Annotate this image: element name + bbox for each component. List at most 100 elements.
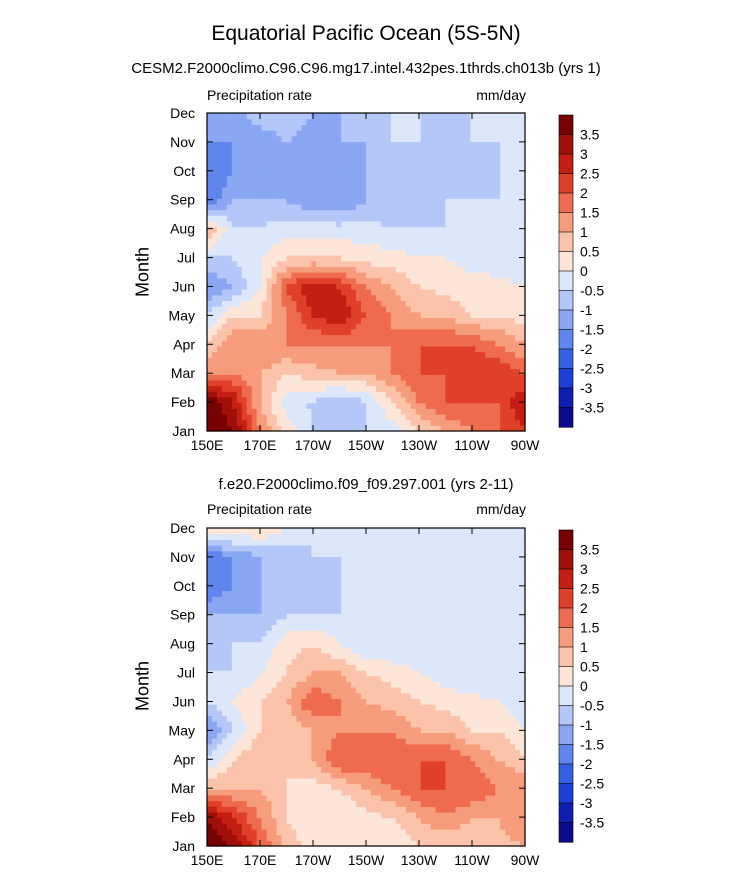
field-cell	[356, 118, 362, 125]
field-cell	[390, 237, 397, 245]
field-cell	[460, 152, 466, 160]
field-cell	[370, 425, 377, 432]
field-cell	[470, 317, 476, 324]
field-cell	[395, 215, 402, 222]
field-cell	[211, 135, 218, 142]
field-cell	[440, 260, 447, 267]
field-cell	[410, 118, 417, 125]
field-cell	[500, 743, 506, 751]
field-cell	[470, 828, 476, 836]
field-cell	[261, 135, 268, 142]
field-cell	[405, 379, 412, 387]
field-cell	[261, 789, 268, 796]
field-cell	[231, 124, 238, 131]
field-cell	[410, 260, 417, 267]
field-cell	[425, 783, 432, 790]
field-cell	[455, 232, 462, 239]
field-cell	[311, 175, 317, 182]
field-cell	[455, 732, 462, 739]
field-cell	[226, 772, 233, 779]
field-cell	[450, 408, 457, 415]
field-cell	[286, 738, 293, 745]
field-cell	[495, 783, 501, 790]
field-cell	[515, 840, 521, 847]
field-cell	[211, 209, 218, 216]
field-cell	[361, 368, 367, 375]
field-cell	[390, 362, 397, 370]
field-cell	[271, 203, 278, 211]
field-cell	[395, 209, 402, 216]
field-cell	[331, 840, 337, 847]
field-cell	[361, 328, 367, 336]
field-cell	[515, 425, 521, 432]
field-cell	[470, 794, 476, 802]
field-cell	[380, 209, 387, 216]
field-cell	[331, 141, 337, 148]
field-cell	[470, 294, 476, 301]
field-cell	[321, 300, 327, 307]
field-cell	[321, 289, 327, 296]
field-cell	[281, 192, 288, 199]
field-cell	[495, 152, 501, 160]
field-cell	[366, 362, 372, 370]
field-cell	[400, 396, 407, 404]
field-cell	[286, 374, 293, 381]
field-cell	[455, 738, 462, 745]
field-cell	[331, 766, 337, 773]
field-cell	[207, 732, 213, 739]
field-cell	[440, 732, 447, 739]
field-cell	[251, 402, 258, 409]
field-cell	[286, 135, 293, 142]
field-cell	[241, 345, 248, 353]
field-cell	[311, 118, 317, 125]
field-cell	[470, 237, 476, 245]
field-cell	[231, 425, 238, 432]
field-cell	[311, 249, 317, 256]
field-cell	[515, 283, 521, 290]
field-cell	[291, 130, 298, 137]
field-cell	[326, 726, 332, 734]
field-cell	[221, 186, 228, 194]
field-cell	[251, 425, 258, 432]
field-cell	[331, 755, 337, 762]
field-cell	[395, 186, 402, 194]
field-cell	[480, 147, 486, 154]
field-cell	[361, 226, 367, 233]
field-cell	[480, 362, 486, 370]
field-cell	[266, 130, 273, 137]
field-cell	[286, 413, 293, 421]
field-cell	[490, 794, 496, 802]
field-cell	[336, 328, 342, 336]
field-cell	[236, 118, 243, 125]
field-cell	[291, 141, 298, 148]
field-cell	[351, 164, 357, 171]
field-cell	[385, 800, 392, 807]
field-cell	[485, 124, 491, 131]
field-cell	[375, 362, 382, 370]
field-cell	[460, 158, 466, 165]
field-cell	[495, 323, 501, 330]
field-cell	[500, 124, 506, 131]
field-cell	[256, 260, 263, 267]
field-cell	[485, 806, 491, 813]
field-cell	[465, 772, 471, 779]
field-cell	[231, 823, 238, 830]
field-cell	[450, 743, 457, 751]
field-cell	[475, 425, 481, 432]
field-cell	[495, 237, 501, 245]
field-cell	[475, 192, 481, 199]
field-cell	[455, 806, 462, 813]
field-cell	[251, 340, 258, 347]
field-cell	[515, 198, 521, 205]
field-cell	[301, 806, 307, 813]
field-cell	[415, 738, 422, 745]
field-cell	[415, 237, 422, 245]
field-cell	[221, 726, 228, 734]
field-cell	[261, 124, 268, 131]
field-cell	[405, 419, 412, 426]
field-cell	[505, 783, 511, 790]
field-cell	[316, 169, 322, 177]
field-cell	[510, 294, 516, 301]
field-cell	[385, 147, 392, 154]
field-cell	[241, 203, 248, 211]
